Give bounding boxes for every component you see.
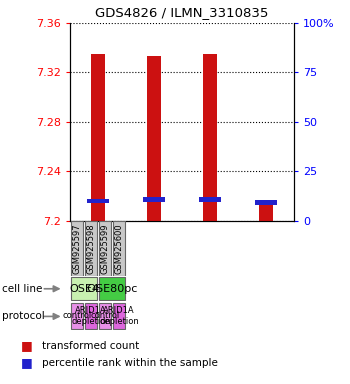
Bar xyxy=(259,202,273,221)
Text: percentile rank within the sample: percentile rank within the sample xyxy=(42,358,218,368)
Text: ARID1A
depletion: ARID1A depletion xyxy=(99,306,139,326)
Text: OSE4: OSE4 xyxy=(69,284,99,294)
Polygon shape xyxy=(71,278,97,300)
Text: cell line: cell line xyxy=(2,284,42,294)
Text: protocol: protocol xyxy=(2,311,44,321)
Polygon shape xyxy=(99,303,111,329)
Bar xyxy=(91,54,105,221)
Text: IOSE80pc: IOSE80pc xyxy=(85,284,139,294)
Text: ■: ■ xyxy=(21,356,33,369)
Polygon shape xyxy=(113,221,125,276)
Text: GSM925599: GSM925599 xyxy=(100,223,110,274)
Text: GSM925598: GSM925598 xyxy=(86,223,96,274)
Polygon shape xyxy=(71,303,83,329)
Bar xyxy=(255,200,277,205)
Text: ■: ■ xyxy=(21,339,33,352)
Text: GSM925597: GSM925597 xyxy=(72,223,82,274)
Text: transformed count: transformed count xyxy=(42,341,139,351)
Bar xyxy=(199,197,221,202)
Polygon shape xyxy=(99,278,125,300)
Polygon shape xyxy=(85,303,97,329)
Title: GDS4826 / ILMN_3310835: GDS4826 / ILMN_3310835 xyxy=(95,6,269,19)
Text: control: control xyxy=(90,311,120,320)
Text: control: control xyxy=(62,311,92,320)
Bar xyxy=(147,56,161,221)
Polygon shape xyxy=(71,221,83,276)
Polygon shape xyxy=(113,303,125,329)
Bar xyxy=(203,54,217,221)
Text: ARID1A
depletion: ARID1A depletion xyxy=(71,306,111,326)
Text: GSM925600: GSM925600 xyxy=(114,223,124,274)
Bar xyxy=(87,199,109,204)
Polygon shape xyxy=(99,221,111,276)
Polygon shape xyxy=(85,221,97,276)
Bar xyxy=(143,197,165,202)
